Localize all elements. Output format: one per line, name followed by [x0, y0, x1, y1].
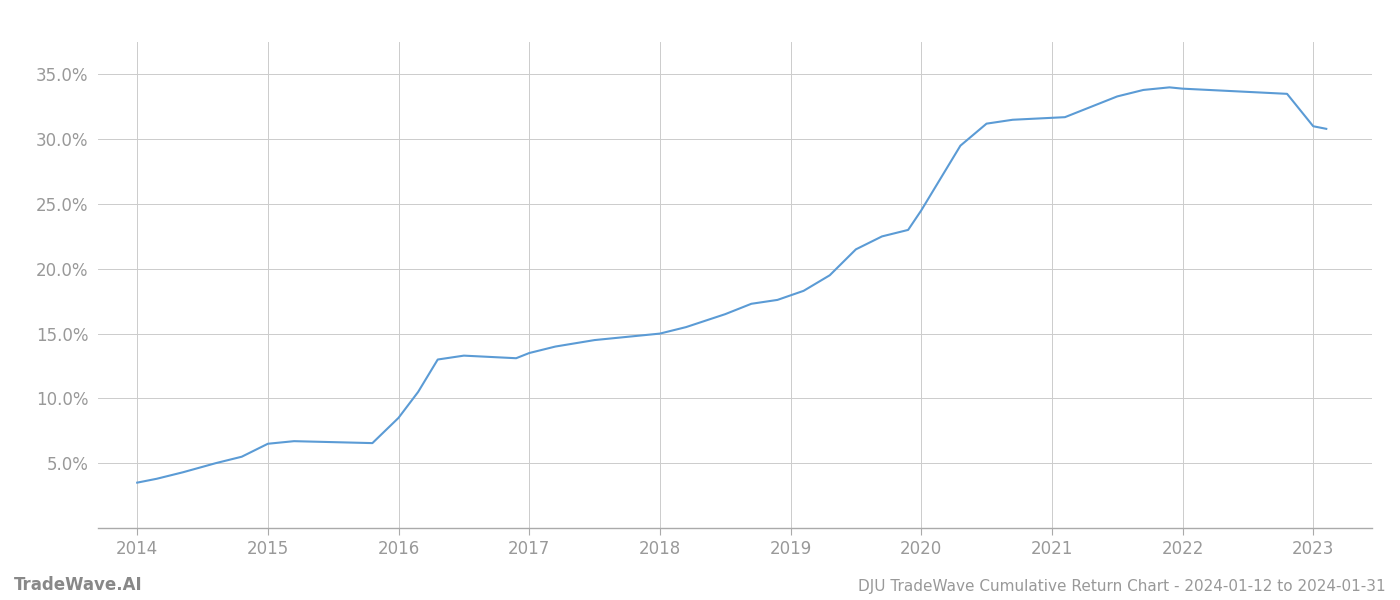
Text: DJU TradeWave Cumulative Return Chart - 2024-01-12 to 2024-01-31: DJU TradeWave Cumulative Return Chart - …	[858, 579, 1386, 594]
Text: TradeWave.AI: TradeWave.AI	[14, 576, 143, 594]
